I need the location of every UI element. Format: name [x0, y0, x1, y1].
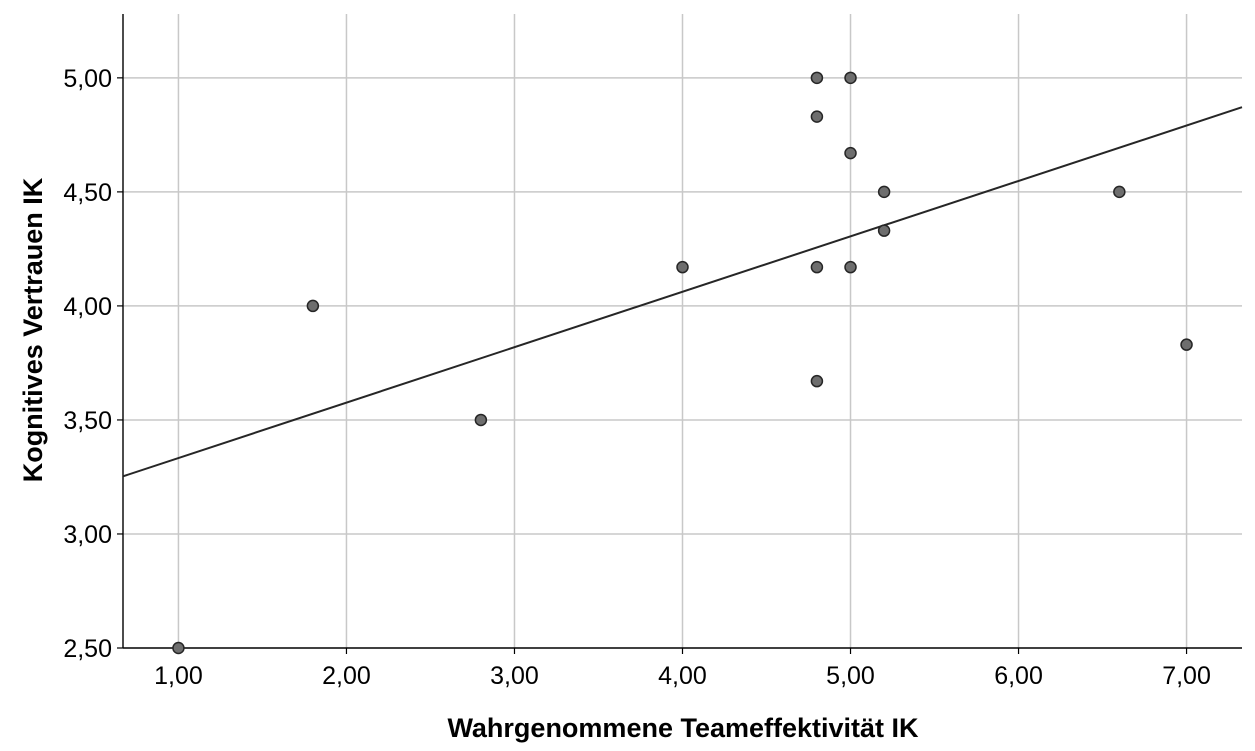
fit-line-layer: [122, 106, 1243, 478]
x-axis-title: Wahrgenommene Teameffektivität IK: [447, 713, 919, 743]
data-point: [877, 185, 891, 199]
fit-line: [122, 106, 1243, 478]
data-point: [877, 224, 891, 237]
y-axis-title: Kognitives Vertrauen IK: [18, 177, 48, 482]
x-tick-label: 1,00: [154, 662, 203, 690]
x-tick-label: 3,00: [490, 662, 539, 690]
data-point: [810, 260, 824, 274]
x-tick-label: 5,00: [826, 662, 875, 690]
x-tick-label: 7,00: [1162, 662, 1211, 690]
x-tick-label: 6,00: [994, 662, 1043, 690]
data-points: [172, 71, 1193, 655]
x-tick-label: 4,00: [658, 662, 707, 690]
grid-lines: [123, 14, 1242, 648]
data-point: [810, 110, 824, 123]
data-point: [306, 299, 320, 313]
y-tick-label: 5,00: [63, 65, 112, 93]
y-tick-labels: 2,50 3,00 3,50 4,00 4,50 5,00: [63, 65, 112, 663]
data-point: [844, 260, 857, 274]
x-tick-label: 2,00: [322, 662, 371, 690]
data-point: [1180, 338, 1193, 351]
data-point: [844, 146, 857, 160]
y-tick-label: 3,50: [63, 407, 112, 435]
y-tick-label: 2,50: [63, 635, 112, 663]
y-tick-label: 3,00: [63, 521, 112, 549]
data-point: [676, 260, 689, 274]
axes: [117, 14, 1242, 654]
y-tick-label: 4,00: [63, 293, 112, 321]
data-point: [810, 374, 824, 388]
data-point: [172, 641, 185, 655]
x-tick-labels: 1,00 2,00 3,00 4,00 5,00 6,00 7,00: [154, 662, 1211, 690]
data-point: [474, 413, 488, 427]
data-point: [1113, 185, 1126, 199]
data-point: [810, 71, 824, 85]
data-point: [844, 71, 857, 85]
y-tick-label: 4,50: [63, 179, 112, 207]
